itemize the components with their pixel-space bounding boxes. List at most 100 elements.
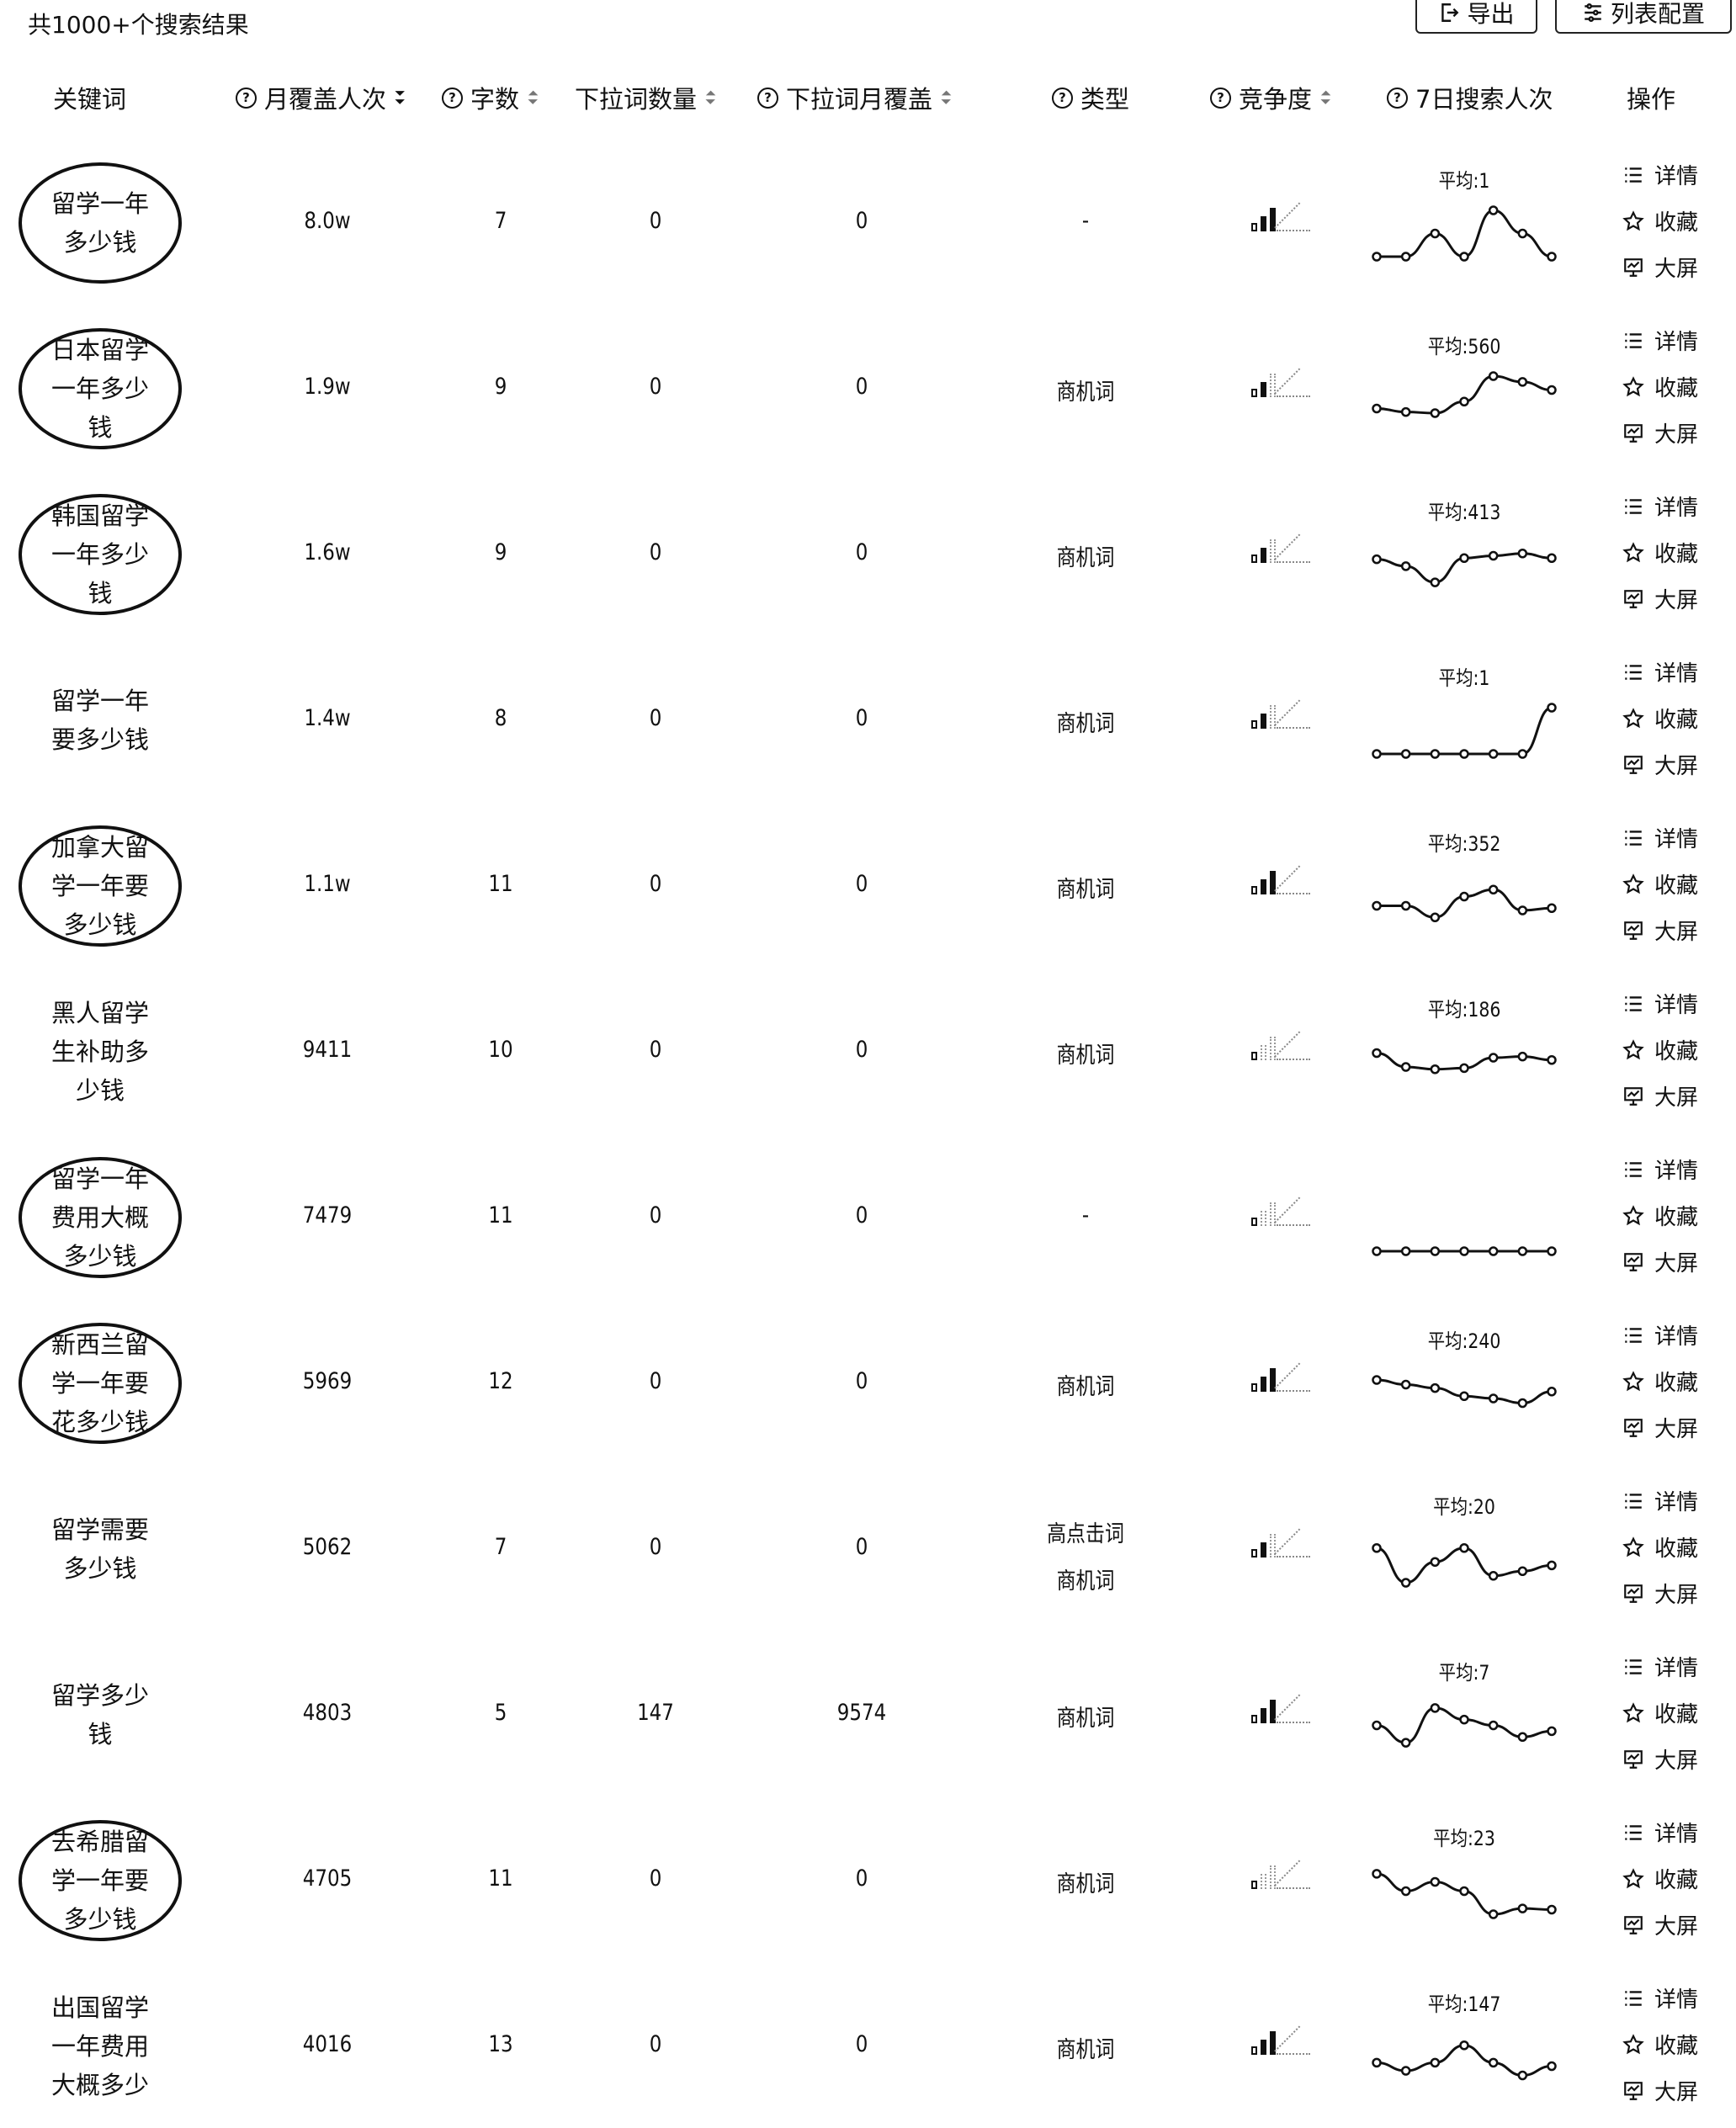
bigscreen-action[interactable]: 大屏 bbox=[1622, 907, 1698, 953]
detail-action[interactable]: 详情 bbox=[1622, 1975, 1698, 2021]
keyword-cell[interactable]: 日本留学一年多少钱 bbox=[19, 328, 182, 449]
favorite-action[interactable]: 收藏 bbox=[1622, 1690, 1698, 1736]
keyword-cell[interactable]: 新西兰留学一年要花多少钱 bbox=[19, 1323, 182, 1444]
monthly-coverage-value: 1.1w bbox=[304, 871, 351, 897]
favorite-action[interactable]: 收藏 bbox=[1622, 364, 1698, 410]
sparkline-point bbox=[1430, 1703, 1441, 1713]
favorite-action[interactable]: 收藏 bbox=[1622, 1192, 1698, 1239]
sparkline-point bbox=[1372, 1246, 1382, 1256]
favorite-action[interactable]: 收藏 bbox=[1622, 1855, 1698, 1902]
favorite-action[interactable]: 收藏 bbox=[1622, 2021, 1698, 2067]
col-monthly-coverage[interactable]: ? 月覆盖人次 ⏷ ⏷ bbox=[236, 80, 406, 115]
keyword-cell[interactable]: 留学一年要多少钱 bbox=[25, 670, 175, 771]
bigscreen-action[interactable]: 大屏 bbox=[1622, 1570, 1698, 1616]
keyword-cell[interactable]: 去希腊留学一年要多少钱 bbox=[19, 1820, 182, 1941]
bigscreen-action[interactable]: 大屏 bbox=[1622, 576, 1698, 622]
keyword-text[interactable]: 留学一年要多少钱 bbox=[50, 687, 149, 754]
keyword-text[interactable]: 留学需要多少钱 bbox=[50, 1515, 149, 1583]
favorite-action[interactable]: 收藏 bbox=[1622, 695, 1698, 741]
dropdown-monthly-value: 9574 bbox=[836, 1700, 887, 1726]
bigscreen-action[interactable]: 大屏 bbox=[1622, 1736, 1698, 1782]
bigscreen-action[interactable]: 大屏 bbox=[1622, 410, 1698, 456]
favorite-action[interactable]: 收藏 bbox=[1622, 529, 1698, 576]
bigscreen-action[interactable]: 大屏 bbox=[1622, 1404, 1698, 1451]
bigscreen-action[interactable]: 大屏 bbox=[1622, 741, 1698, 788]
keyword-text[interactable]: 韩国留学一年多少钱 bbox=[50, 501, 149, 608]
col-char-count[interactable]: ? 字数 ⏶ ⏷ bbox=[442, 80, 539, 115]
keyword-text[interactable]: 出国留学一年费用大概多少 bbox=[50, 1993, 149, 2099]
competition-bar bbox=[1251, 1383, 1257, 1392]
help-icon[interactable]: ? bbox=[1052, 87, 1073, 109]
sort-icon[interactable]: ⏶ ⏷ bbox=[941, 85, 952, 109]
detail-action[interactable]: 详情 bbox=[1622, 1809, 1698, 1855]
type-tag: 商机词 bbox=[1056, 711, 1115, 737]
sort-icon[interactable]: ⏶ ⏷ bbox=[528, 85, 539, 109]
export-label: 导出 bbox=[1467, 0, 1515, 28]
seven-day-average: 平均:413 bbox=[1427, 501, 1501, 524]
keyword-text[interactable]: 留学多少钱 bbox=[50, 1681, 149, 1749]
keyword-text[interactable]: 黑人留学生补助多少钱 bbox=[50, 999, 149, 1105]
bigscreen-icon bbox=[1624, 1749, 1643, 1769]
help-icon[interactable]: ? bbox=[236, 87, 257, 109]
detail-action[interactable]: 详情 bbox=[1622, 151, 1698, 198]
favorite-action[interactable]: 收藏 bbox=[1622, 1027, 1698, 1073]
favorite-label: 收藏 bbox=[1654, 2034, 1699, 2059]
bigscreen-action[interactable]: 大屏 bbox=[1622, 244, 1698, 290]
detail-action[interactable]: 详情 bbox=[1622, 483, 1698, 529]
keyword-text[interactable]: 新西兰留学一年要花多少钱 bbox=[50, 1330, 149, 1436]
detail-icon bbox=[1625, 1990, 1642, 2006]
keyword-text[interactable]: 留学一年费用大概多少钱 bbox=[50, 1165, 149, 1271]
keyword-cell[interactable]: 留学多少钱 bbox=[25, 1664, 175, 1765]
detail-action[interactable]: 详情 bbox=[1622, 649, 1698, 695]
help-icon[interactable]: ? bbox=[442, 87, 463, 109]
keyword-cell[interactable]: 加拿大留学一年要多少钱 bbox=[19, 825, 182, 947]
dropdown-monthly-value: 0 bbox=[855, 539, 868, 565]
keyword-cell[interactable]: 出国留学一年费用大概多少 bbox=[25, 1993, 175, 2099]
competition-bar bbox=[1261, 1542, 1266, 1558]
favorite-action[interactable]: 收藏 bbox=[1622, 1358, 1698, 1404]
keyword-cell[interactable]: 留学一年多少钱 bbox=[19, 162, 182, 284]
bigscreen-action[interactable]: 大屏 bbox=[1622, 1239, 1698, 1285]
detail-action[interactable]: 详情 bbox=[1622, 1643, 1698, 1690]
keyword-cell[interactable]: 韩国留学一年多少钱 bbox=[19, 494, 182, 615]
detail-action[interactable]: 详情 bbox=[1622, 1312, 1698, 1358]
keyword-cell[interactable]: 留学需要多少钱 bbox=[25, 1499, 175, 1600]
bigscreen-action[interactable]: 大屏 bbox=[1622, 1073, 1698, 1119]
bigscreen-action[interactable]: 大屏 bbox=[1622, 1902, 1698, 1948]
bigscreen-action[interactable]: 大屏 bbox=[1622, 2067, 1698, 2114]
keyword-cell[interactable]: 黑人留学生补助多少钱 bbox=[25, 999, 175, 1105]
export-button[interactable]: 导出 bbox=[1415, 0, 1537, 34]
favorite-label: 收藏 bbox=[1654, 542, 1699, 567]
favorite-action[interactable]: 收藏 bbox=[1622, 198, 1698, 244]
keyword-text[interactable]: 加拿大留学一年要多少钱 bbox=[50, 833, 149, 939]
col-competition[interactable]: ? 竞争度 ⏶ ⏷ bbox=[1210, 80, 1331, 115]
favorite-action[interactable]: 收藏 bbox=[1622, 1524, 1698, 1570]
favorite-icon bbox=[1622, 1038, 1644, 1059]
detail-action[interactable]: 详情 bbox=[1622, 980, 1698, 1027]
help-icon[interactable]: ? bbox=[757, 87, 778, 109]
detail-action[interactable]: 详情 bbox=[1622, 1146, 1698, 1192]
keyword-cell[interactable]: 留学一年费用大概多少钱 bbox=[19, 1157, 182, 1278]
sort-desc-icon[interactable]: ⏷ ⏷ bbox=[395, 85, 406, 109]
help-icon[interactable]: ? bbox=[1210, 87, 1231, 109]
favorite-icon bbox=[1622, 1867, 1644, 1888]
keyword-text[interactable]: 日本留学一年多少钱 bbox=[50, 336, 149, 442]
list-config-button[interactable]: 列表配置 bbox=[1555, 0, 1732, 34]
detail-label: 详情 bbox=[1654, 1159, 1699, 1184]
row-actions: 详情 收藏 大屏 bbox=[1622, 980, 1698, 1119]
sort-icon[interactable]: ⏶ ⏷ bbox=[1320, 85, 1331, 109]
favorite-icon bbox=[1622, 1370, 1644, 1391]
keyword-text[interactable]: 留学一年多少钱 bbox=[50, 189, 149, 257]
sort-icon[interactable]: ⏶ ⏷ bbox=[705, 85, 716, 109]
detail-action[interactable]: 详情 bbox=[1622, 815, 1698, 861]
sparkline-point bbox=[1517, 1398, 1528, 1409]
col-dropdown-count[interactable]: 下拉词数量 ⏶ ⏷ bbox=[575, 85, 716, 114]
detail-action[interactable]: 详情 bbox=[1622, 317, 1698, 364]
help-icon[interactable]: ? bbox=[1387, 87, 1408, 109]
col-dropdown-monthly[interactable]: ? 下拉词月覆盖 ⏶ ⏷ bbox=[757, 80, 952, 115]
keyword-text[interactable]: 去希腊留学一年要多少钱 bbox=[50, 1828, 149, 1934]
detail-action[interactable]: 详情 bbox=[1622, 1478, 1698, 1524]
favorite-action[interactable]: 收藏 bbox=[1622, 861, 1698, 907]
bigscreen-icon bbox=[1624, 1584, 1643, 1603]
sparkline-point bbox=[1488, 550, 1499, 561]
